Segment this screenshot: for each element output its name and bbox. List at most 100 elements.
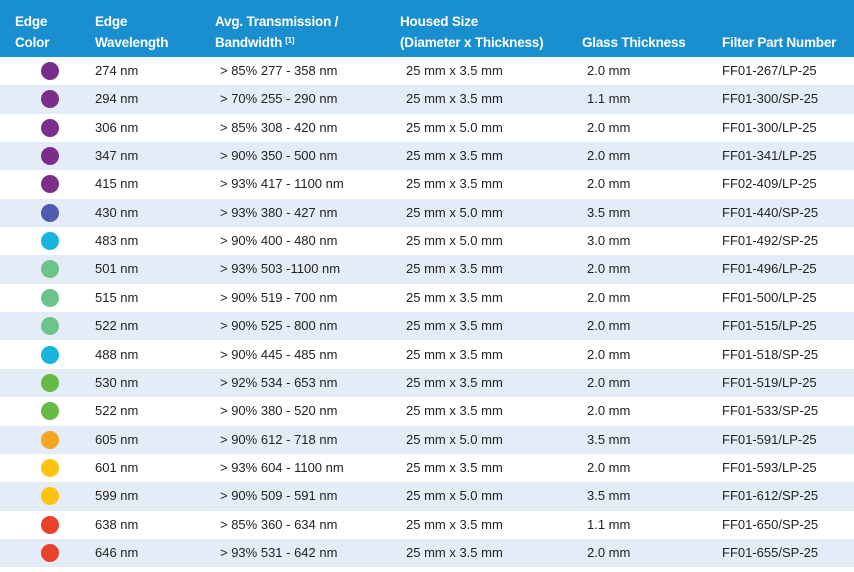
color-dot (41, 543, 59, 562)
header-cell: Housed Size (Diameter x Thickness) (400, 11, 544, 53)
table-cell: 522 nm (95, 403, 139, 419)
table-header: Edge Color Edge Wavelength Avg. Transmission… (0, 0, 854, 57)
table-cell: 2.0 mm (587, 119, 631, 135)
color-dot (41, 260, 59, 279)
header-line: Filter Part Number (722, 32, 836, 53)
table-cell: FF01-533/SP-25 (722, 403, 819, 419)
table-cell: 274 nm (95, 63, 139, 78)
table-cell: FF01-593/LP-25 (722, 459, 817, 475)
table-cell: 2.0 mm (587, 261, 631, 277)
color-dot (41, 90, 59, 109)
table-row: 646 nm > 93% 531 - 642 nm 25 mm x 3.5 mm 2.… (0, 538, 854, 568)
color-dot (41, 487, 59, 506)
header-text: Bandwidth (215, 35, 283, 50)
table-cell: 3.5 mm (587, 431, 631, 447)
table-cell: 25 mm x 5.0 mm (406, 488, 503, 504)
table-cell: 25 mm x 3.5 mm (406, 403, 503, 419)
table-cell: FF01-655/SP-25 (722, 544, 819, 560)
table-cell: FF01-612/SP-25 (722, 488, 819, 504)
table-row: 522 nm > 90% 525 - 800 nm 25 mm x 3.5 mm 2.… (0, 312, 854, 341)
table-cell: FF01-496/LP-25 (722, 261, 817, 277)
table-cell: 522 nm (95, 318, 139, 334)
header-line: Wavelength (95, 32, 168, 53)
table-cell: 2.0 mm (587, 318, 631, 334)
table-cell: 2.0 mm (587, 148, 631, 164)
table-cell: 25 mm x 3.5 mm (406, 63, 503, 78)
header-line: Housed Size (400, 11, 543, 32)
table-cell: FF01-440/SP-25 (722, 204, 819, 220)
table-cell: FF01-518/SP-25 (722, 346, 819, 362)
table-cell: > 90% 400 - 480 nm (220, 233, 338, 249)
color-dot (41, 430, 59, 449)
table-cell: 25 mm x 3.5 mm (406, 148, 503, 164)
color-dot (41, 402, 59, 421)
header-text: Glass Thickness (582, 35, 686, 50)
table-cell: > 90% 350 - 500 nm (220, 148, 338, 164)
table-cell: 25 mm x 3.5 mm (406, 516, 503, 532)
color-dot (41, 62, 59, 80)
color-dot (41, 147, 59, 166)
table-row: 515 nm > 90% 519 - 700 nm 25 mm x 3.5 mm 2.… (0, 283, 854, 313)
table-cell: 515 nm (95, 289, 139, 305)
header-cell: Edge Wavelength (95, 11, 168, 53)
table-cell: 605 nm (95, 431, 139, 447)
color-dot (41, 515, 59, 534)
table-cell: > 93% 604 - 1100 nm (220, 459, 344, 475)
table-cell: 601 nm (95, 459, 139, 475)
table-cell: 2.0 mm (587, 289, 631, 305)
table-cell: > 90% 519 - 700 nm (220, 289, 338, 305)
table-cell: > 85% 360 - 634 nm (220, 516, 338, 532)
table-cell: 25 mm x 3.5 mm (406, 459, 503, 475)
table-cell: 501 nm (95, 261, 139, 277)
table-cell: FF01-300/SP-25 (722, 91, 819, 107)
table-row: 415 nm > 93% 417 - 1100 nm 25 mm x 3.5 mm 2… (0, 170, 854, 199)
table-cell: 25 mm x 3.5 mm (406, 544, 503, 560)
table-cell: > 93% 417 - 1100 nm (220, 176, 344, 192)
header-text: Wavelength (95, 35, 169, 50)
table-cell: 483 nm (95, 233, 139, 249)
header-line: Glass Thickness (582, 32, 686, 53)
table-cell: FF01-650/SP-25 (722, 516, 819, 532)
table-cell: > 85% 277 - 358 nm (220, 63, 338, 78)
header-line: (Diameter x Thickness) (400, 32, 544, 53)
table-row: 488 nm > 90% 445 - 485 nm 25 mm x 3.5 mm 2.… (0, 340, 854, 369)
table-cell: 2.0 mm (587, 403, 631, 419)
table-cell: 25 mm x 3.5 mm (406, 318, 503, 334)
table-cell: 25 mm x 3.5 mm (406, 289, 503, 305)
color-dot (41, 118, 59, 137)
table-cell: 2.0 mm (587, 346, 631, 362)
table-cell: > 90% 380 - 520 nm (220, 403, 338, 419)
table-row: 522 nm > 90% 380 - 520 nm 25 mm x 3.5 mm 2.… (0, 397, 854, 426)
table-cell: > 93% 531 - 642 nm (220, 544, 338, 560)
header-line: Bandwidth [1] (215, 32, 338, 53)
table-cell: > 90% 509 - 591 nm (220, 488, 338, 504)
table-cell: FF02-409/LP-25 (722, 176, 817, 192)
table-cell: > 90% 525 - 800 nm (220, 318, 338, 334)
table-row: 430 nm > 93% 380 - 427 nm 25 mm x 5.0 mm 3.… (0, 198, 854, 228)
table-cell: 25 mm x 5.0 mm (406, 204, 503, 220)
table-cell: FF01-341/LP-25 (722, 148, 817, 164)
color-dot (41, 175, 59, 194)
table-cell: 530 nm (95, 374, 139, 390)
table-row: 274 nm > 85% 277 - 358 nm 25 mm x 3.5 mm 2.… (0, 57, 854, 86)
header-text: Edge (15, 14, 48, 29)
table-cell: 3.0 mm (587, 233, 631, 249)
table-cell: 347 nm (95, 148, 139, 164)
table-cell: > 93% 380 - 427 nm (220, 204, 338, 220)
header-line: Color (15, 32, 49, 53)
header-cell: Filter Part Number (722, 32, 836, 53)
table-cell: FF01-492/SP-25 (722, 233, 819, 249)
table-cell: 2.0 mm (587, 544, 631, 560)
table-cell: 25 mm x 5.0 mm (406, 119, 503, 135)
table-cell: FF01-500/LP-25 (722, 289, 817, 305)
table-cell: FF01-591/LP-25 (722, 431, 817, 447)
header-cell: Avg. Transmission / Bandwidth [1] (215, 11, 338, 53)
table-cell: 1.1 mm (587, 91, 631, 107)
header-text: Edge (95, 14, 128, 29)
table-row: 306 nm > 85% 308 - 420 nm 25 mm x 5.0 mm 2.… (0, 113, 854, 143)
table-row: 347 nm > 90% 350 - 500 nm 25 mm x 3.5 mm 2.… (0, 142, 854, 171)
table-cell: 25 mm x 3.5 mm (406, 261, 503, 277)
table-row: 530 nm > 92% 534 - 653 nm 25 mm x 3.5 mm 2.… (0, 368, 854, 398)
table-cell: 488 nm (95, 346, 139, 362)
